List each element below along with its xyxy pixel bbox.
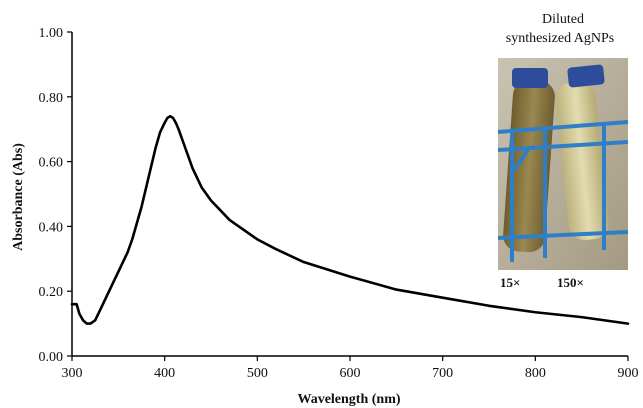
inset-caption-line1: Diluted <box>542 12 584 27</box>
x-tick-label: 800 <box>525 366 546 381</box>
tube-right-label: 150× <box>557 275 584 290</box>
y-axis-title: Absorbance (Abs) <box>11 143 26 251</box>
x-tick-label: 500 <box>247 366 268 381</box>
y-tick-label: 1.00 <box>39 26 64 41</box>
absorbance-series-line <box>70 114 630 325</box>
inset-caption-line2: synthesized AgNPs <box>506 31 615 46</box>
tube-right-cap <box>567 64 605 88</box>
x-tick-label: 600 <box>340 366 361 381</box>
inset-photo: Diluted synthesized AgNPs <box>497 12 629 290</box>
x-axis-ticks: 300 400 500 600 700 800 900 <box>62 356 639 381</box>
tube-left-label: 15× <box>500 275 520 290</box>
y-axis-ticks: 0.00 0.20 0.40 0.60 0.80 1.00 <box>39 26 72 365</box>
y-tick-label: 0.40 <box>39 220 64 235</box>
tube-left-cap <box>512 68 548 88</box>
x-tick-label: 900 <box>618 366 639 381</box>
tube-rack <box>497 120 629 262</box>
y-tick-label: 0.20 <box>39 285 64 300</box>
x-tick-label: 700 <box>432 366 453 381</box>
y-tick-label: 0.00 <box>39 350 64 365</box>
tube-left <box>503 79 555 253</box>
y-tick-label: 0.60 <box>39 156 64 171</box>
tube-right <box>555 81 609 241</box>
x-tick-label: 300 <box>62 366 83 381</box>
x-axis-title: Wavelength (nm) <box>297 392 400 407</box>
plot-area <box>70 114 630 325</box>
y-tick-label: 0.80 <box>39 91 64 106</box>
x-tick-label: 400 <box>154 366 175 381</box>
